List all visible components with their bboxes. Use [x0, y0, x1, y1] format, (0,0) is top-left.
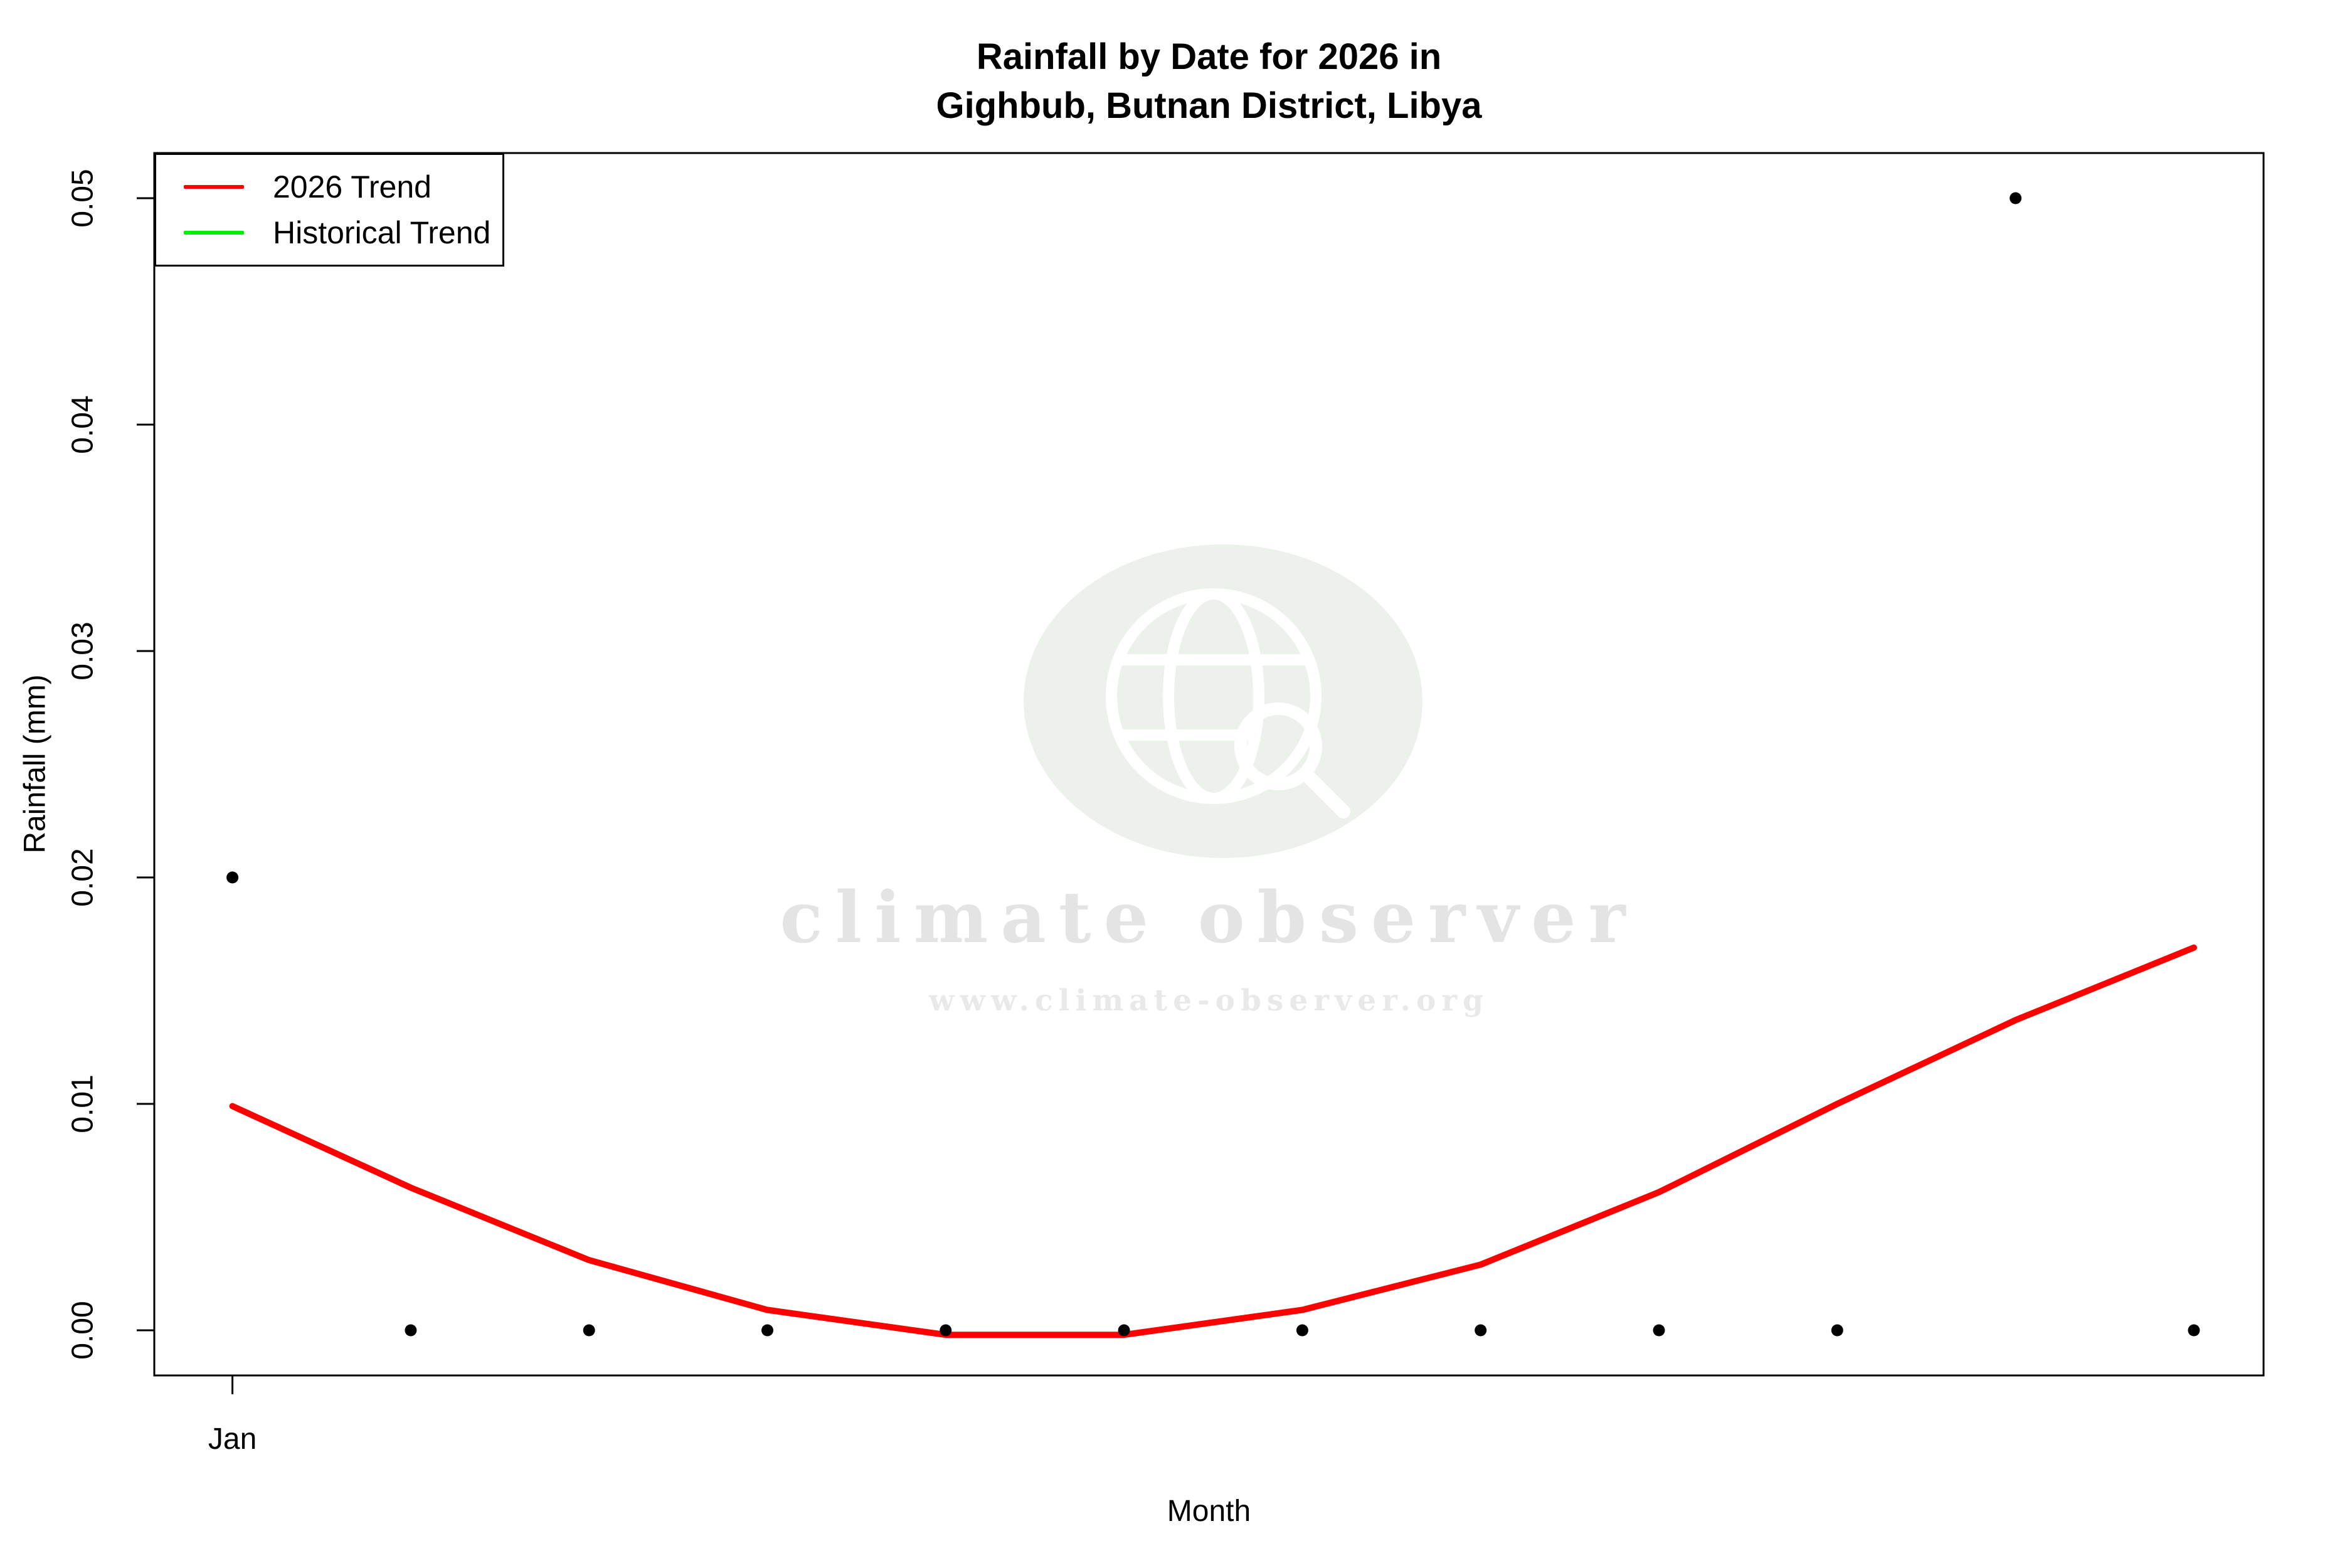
legend: 2026 Trend Historical Trend — [154, 153, 504, 267]
y-axis-label: Rainfall (mm) — [18, 674, 52, 854]
y-tick-label: 0.02 — [66, 848, 100, 906]
y-tick-label: 0.04 — [66, 395, 100, 453]
globe-magnifier-icon — [1024, 544, 1422, 858]
y-tick-label: 0.05 — [66, 169, 100, 227]
y-tick-label: 0.00 — [66, 1301, 100, 1359]
data-point — [761, 1324, 773, 1337]
legend-item-label: Historical Trend — [273, 215, 491, 251]
chart-title-line1: Rainfall by Date for 2026 in — [976, 36, 1442, 77]
data-point — [2010, 192, 2022, 204]
data-point — [1118, 1324, 1130, 1337]
x-axis-label: Month — [1167, 1495, 1251, 1528]
watermark-brand-text: climate observer — [780, 877, 1638, 959]
data-point — [2188, 1324, 2200, 1337]
watermark-url-text: www.climate-observer.org — [929, 983, 1489, 1018]
data-point — [583, 1324, 595, 1337]
legend-line-sample-green — [184, 231, 244, 235]
plot-border — [153, 152, 2265, 1377]
globe-icon — [1106, 588, 1322, 804]
legend-line-sample-red — [184, 184, 244, 189]
data-point — [1653, 1324, 1665, 1337]
legend-item-label: 2026 Trend — [273, 169, 432, 204]
data-point — [1831, 1324, 1843, 1337]
data-point — [1296, 1324, 1308, 1337]
data-point — [940, 1324, 952, 1337]
magnifier-icon — [1234, 702, 1322, 790]
data-point — [405, 1324, 417, 1337]
chart-title: Rainfall by Date for 2026 in Gighbub, Bu… — [154, 33, 2264, 130]
chart-title-line2: Gighbub, Butnan District, Libya — [936, 85, 1482, 126]
legend-item-historical-trend: Historical Trend — [156, 215, 502, 251]
x-tick-label: Jan — [208, 1422, 257, 1456]
legend-item-2026-trend: 2026 Trend — [156, 169, 502, 205]
y-tick-label: 0.01 — [66, 1074, 100, 1133]
y-tick-label: 0.03 — [66, 622, 100, 680]
data-point — [1475, 1324, 1487, 1337]
